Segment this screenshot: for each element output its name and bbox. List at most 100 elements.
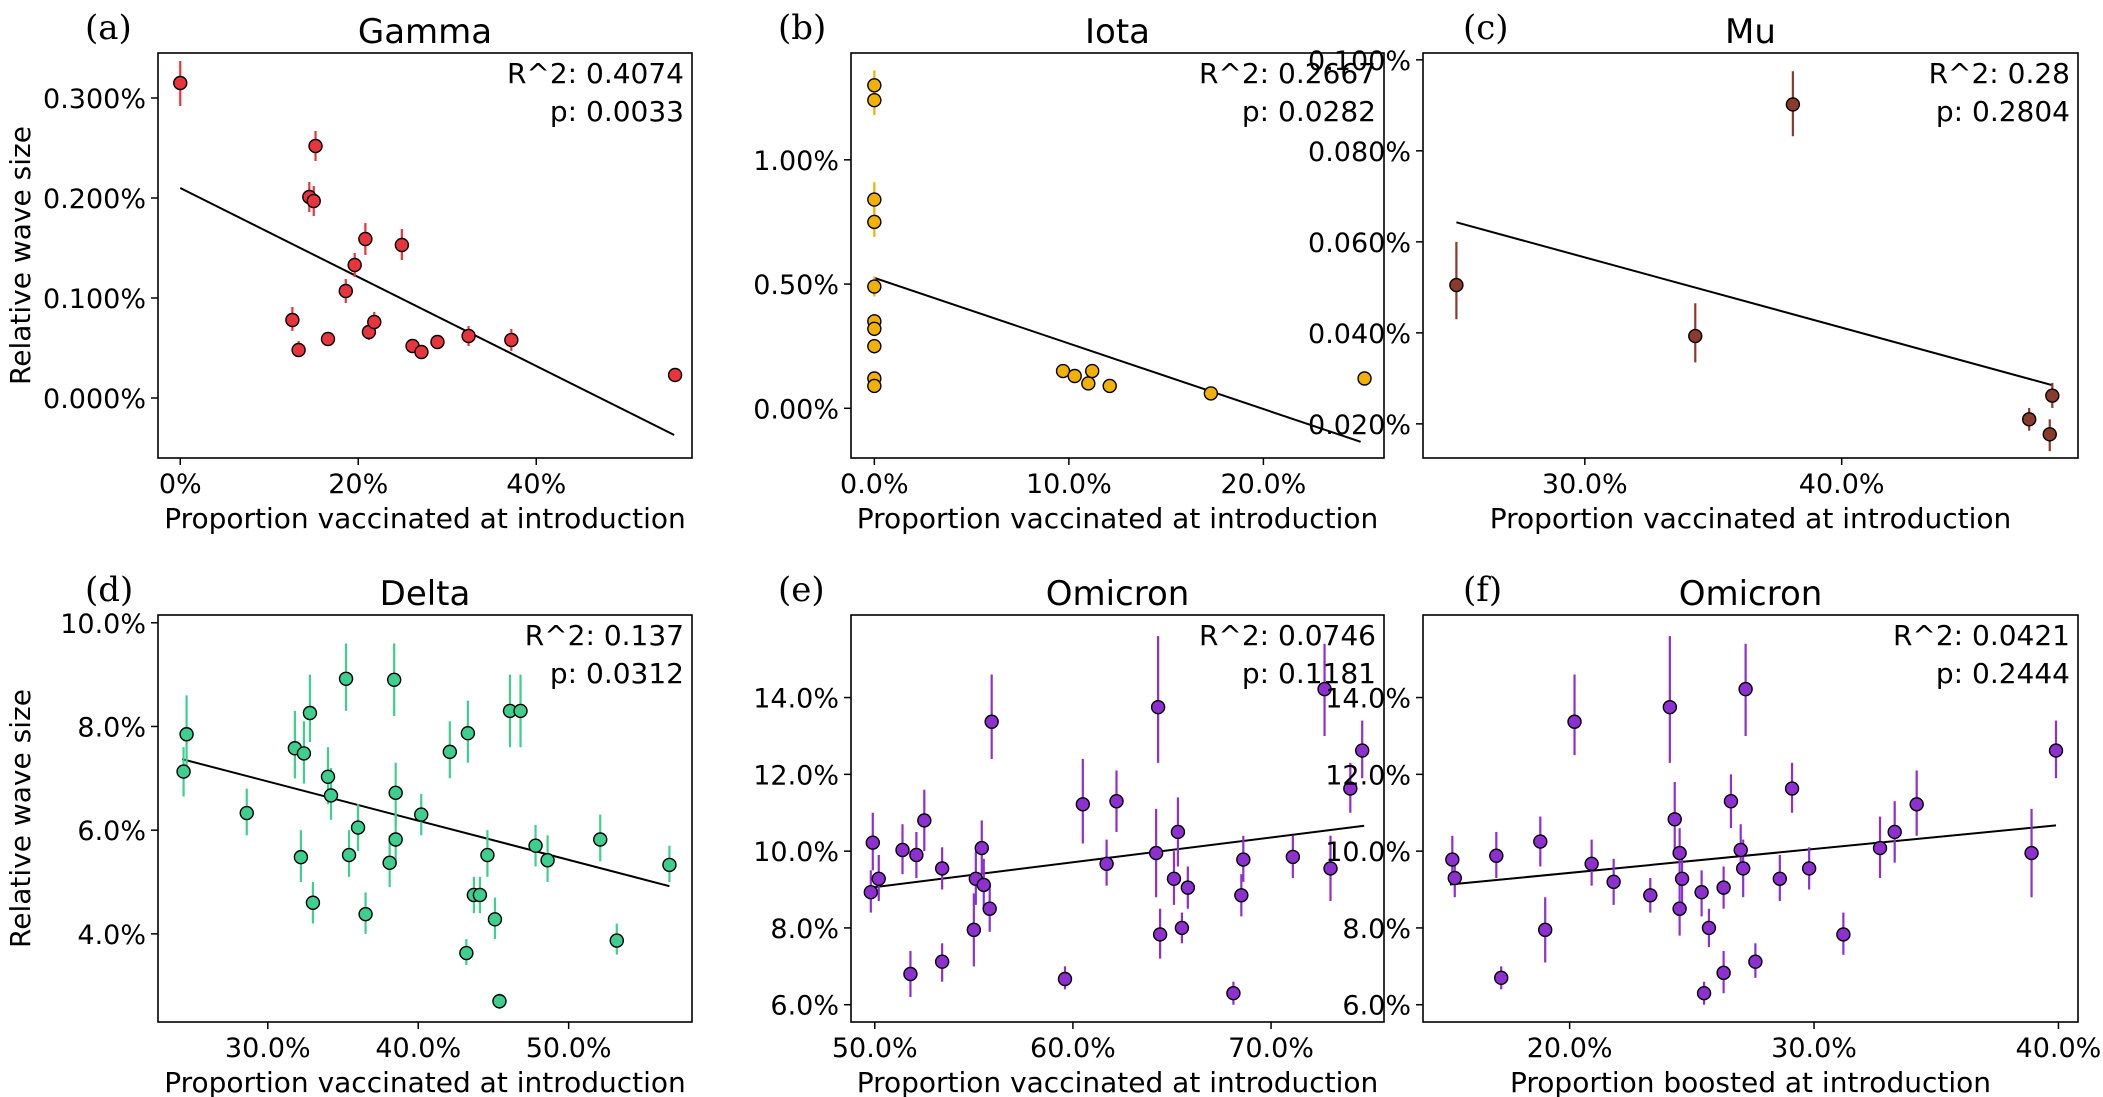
y-tick-label: 0.060% bbox=[1308, 228, 1411, 259]
x-tick-label: 40% bbox=[506, 469, 566, 500]
x-tick-label: 40.0% bbox=[1799, 469, 1885, 500]
chart-panel-3: 30.0% 40.0% 0.020% 0.040% 0.060% 0.080% 0.100%… bbox=[1308, 8, 2079, 535]
data-point bbox=[1109, 794, 1124, 809]
data-point bbox=[338, 671, 354, 686]
data-point bbox=[1567, 714, 1582, 729]
data-point bbox=[1533, 834, 1548, 849]
p-value-label: p: 0.0033 bbox=[550, 95, 684, 128]
fit-line bbox=[181, 758, 670, 888]
data-point bbox=[1099, 856, 1114, 872]
axes-frame bbox=[850, 614, 1385, 1023]
panel-title: Omicron bbox=[1679, 574, 1823, 614]
data-point bbox=[1672, 901, 1687, 916]
r-squared-label: R^2: 0.28 bbox=[1929, 57, 2070, 90]
data-point bbox=[2048, 743, 2064, 758]
y-tick-label: 10.0% bbox=[60, 609, 146, 640]
data-point bbox=[1102, 378, 1117, 394]
r-squared-label: R^2: 0.0421 bbox=[1893, 619, 2070, 652]
y-tick-label: 8.0% bbox=[770, 914, 839, 945]
y-tick-label: 8.0% bbox=[1342, 914, 1411, 945]
data-point bbox=[239, 805, 254, 821]
axes-frame bbox=[1422, 52, 2079, 459]
y-tick-label: 0.080% bbox=[1308, 137, 1411, 168]
y-tick-label: 0.100% bbox=[1308, 46, 1411, 77]
p-value-label: p: 0.2804 bbox=[1936, 95, 2070, 128]
data-point bbox=[367, 314, 382, 330]
data-point bbox=[414, 807, 429, 822]
data-point bbox=[909, 847, 924, 863]
data-point bbox=[1694, 885, 1709, 900]
panel-letter: (e) bbox=[778, 570, 825, 610]
x-tick-label: 0.0% bbox=[840, 469, 909, 500]
data-point bbox=[285, 312, 300, 328]
panel-letter: (f) bbox=[1463, 570, 1502, 610]
data-point bbox=[1075, 797, 1091, 812]
x-tick-label: 10.0% bbox=[1026, 469, 1112, 500]
data-point bbox=[350, 820, 366, 835]
x-tick-label: 50.0% bbox=[832, 1033, 918, 1064]
data-point bbox=[1701, 920, 1717, 936]
panel-title: Omicron bbox=[1046, 574, 1190, 614]
x-tick-label: 30.0% bbox=[1542, 469, 1628, 500]
data-point bbox=[867, 279, 882, 294]
data-point bbox=[1234, 888, 1249, 903]
data-point bbox=[414, 344, 429, 360]
y-tick-label: 0.300% bbox=[43, 84, 146, 115]
data-point bbox=[323, 788, 339, 803]
data-point bbox=[593, 832, 608, 847]
data-point bbox=[867, 378, 882, 394]
chart-panel-2: 0.0% 10.0% 20.0% 0.00% 0.50% 1.00% Iota (b) R^2:… bbox=[753, 8, 1385, 535]
data-point bbox=[1343, 781, 1358, 796]
data-point bbox=[917, 813, 932, 828]
y-tick-label: 12.0% bbox=[753, 760, 839, 791]
data-point bbox=[1723, 794, 1739, 809]
data-point bbox=[871, 871, 886, 886]
data-point bbox=[1494, 970, 1509, 986]
y-tick-label: 12.0% bbox=[1325, 760, 1411, 791]
panel-letter: (c) bbox=[1463, 8, 1509, 48]
axes-frame bbox=[157, 52, 693, 459]
data-point bbox=[382, 855, 397, 871]
data-point bbox=[513, 703, 528, 719]
data-point bbox=[1784, 781, 1800, 796]
r-squared-label: R^2: 0.4074 bbox=[507, 57, 684, 90]
data-point bbox=[609, 933, 624, 948]
x-axis-label: Proportion boosted at introduction bbox=[1510, 1066, 1991, 1097]
data-point bbox=[934, 861, 950, 876]
data-point bbox=[1688, 328, 1703, 344]
data-point bbox=[308, 138, 323, 154]
data-point bbox=[291, 342, 306, 358]
fit-line bbox=[179, 187, 675, 436]
data-point bbox=[867, 93, 882, 108]
data-point bbox=[1716, 965, 1731, 981]
data-point bbox=[2042, 427, 2057, 442]
p-value-label: p: 0.0312 bbox=[550, 657, 684, 690]
data-point bbox=[1285, 849, 1301, 865]
y-tick-label: 0.040% bbox=[1308, 319, 1411, 350]
panel-letter: (d) bbox=[85, 570, 133, 610]
data-point bbox=[867, 321, 882, 336]
x-tick-label: 70.0% bbox=[1228, 1033, 1314, 1064]
data-point bbox=[388, 785, 403, 801]
data-point bbox=[865, 835, 880, 850]
p-value-label: p: 0.1181 bbox=[1242, 657, 1376, 690]
data-point bbox=[430, 334, 445, 350]
data-point bbox=[302, 705, 318, 721]
data-point bbox=[1057, 971, 1073, 987]
data-point bbox=[895, 842, 910, 858]
data-point bbox=[480, 847, 495, 863]
data-point bbox=[1643, 888, 1658, 903]
fit-line bbox=[870, 824, 1365, 889]
y-tick-label: 10.0% bbox=[1325, 837, 1411, 868]
data-point bbox=[1081, 376, 1096, 391]
data-point bbox=[1489, 848, 1504, 863]
panel-title: Delta bbox=[380, 574, 471, 614]
x-axis-label: Proportion vaccinated at introduction bbox=[857, 502, 1379, 535]
r-squared-label: R^2: 0.137 bbox=[525, 619, 684, 652]
data-point bbox=[320, 769, 336, 784]
x-tick-label: 20% bbox=[328, 469, 388, 500]
data-point bbox=[1447, 870, 1462, 886]
axes-frame bbox=[1422, 614, 2079, 1023]
panel-letter: (b) bbox=[778, 8, 826, 48]
data-point bbox=[442, 744, 458, 760]
